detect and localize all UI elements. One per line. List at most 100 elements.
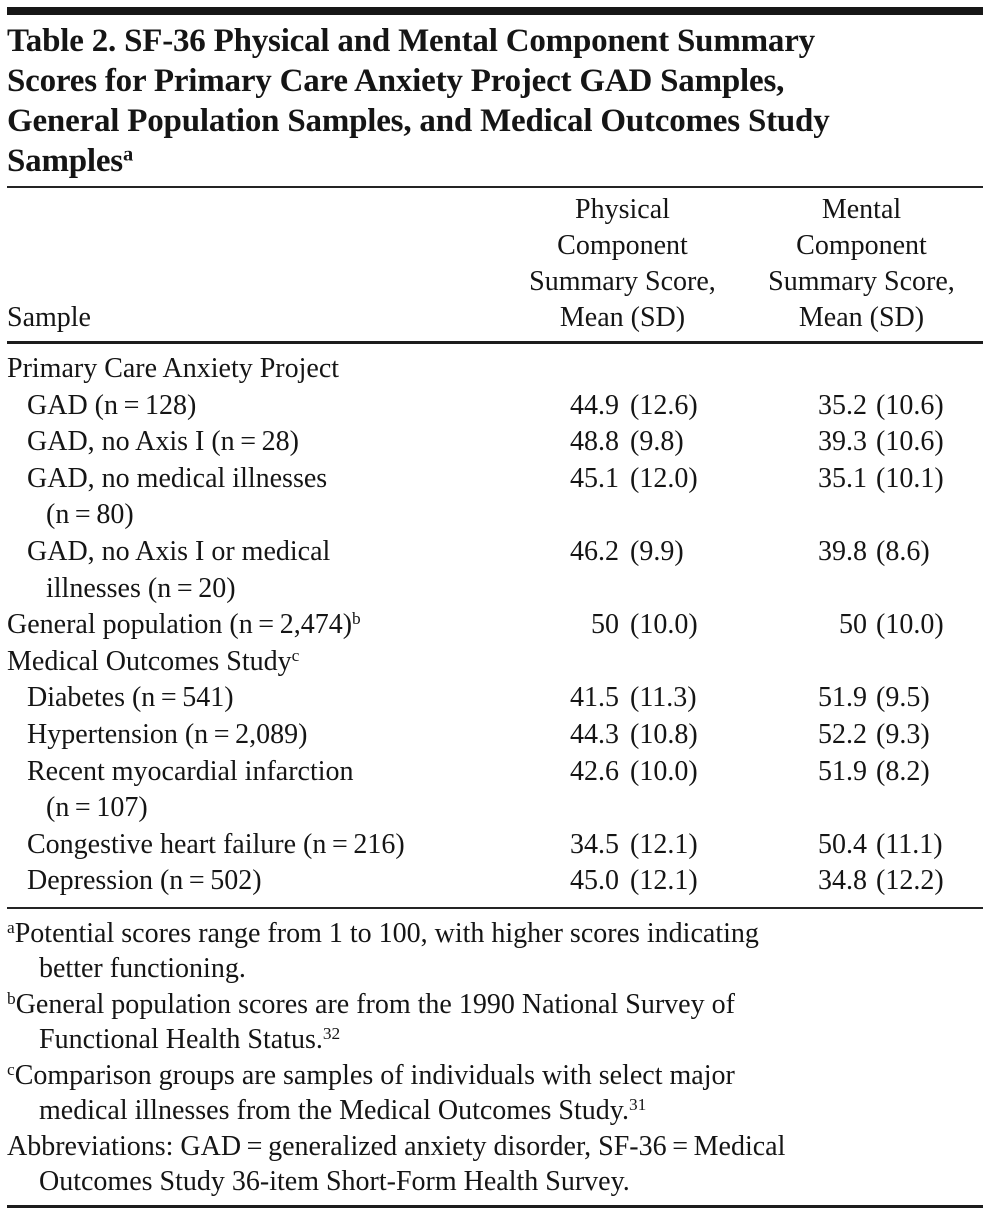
- footnote-text: Potential scores range from 1 to 100, wi…: [14, 917, 759, 949]
- mental-mean: 50.4: [818, 828, 867, 860]
- row-label: Medical Outcomes Study: [7, 645, 292, 677]
- header-physical-line-2: Component: [557, 230, 688, 261]
- footnote-text: medical illnesses from the Medical Outco…: [39, 1095, 629, 1127]
- table-row-gad-no-axis1: GAD, no Axis I (n = 28) 48.8 (9.8) 39.3 (1…: [7, 424, 983, 461]
- header-mental-line-1: Mental: [821, 194, 902, 225]
- header-mental-component: Mental Component Summary Score, Mean (SD…: [740, 192, 983, 336]
- physical-sd: (12.6): [630, 389, 698, 421]
- physical-mean: 48.8: [570, 426, 619, 458]
- table-row-depression: Depression (n = 502) 45.0 (12.1) 34.8 (12.…: [7, 863, 983, 900]
- physical-sd: (10.0): [630, 609, 698, 641]
- footnote-marker: c: [7, 1059, 15, 1079]
- bottom-rule: [7, 1204, 983, 1208]
- mental-sd: (10.6): [876, 426, 944, 458]
- row-label: Primary Care Anxiety Project: [7, 353, 340, 384]
- physical-mean: 45.1: [570, 462, 619, 494]
- table-row-general-population: General population (n = 2,474)b 50 (10.0)…: [7, 607, 983, 644]
- footnote-text: better functioning.: [39, 953, 246, 985]
- physical-sd: (9.8): [630, 426, 684, 458]
- mental-mean: 51.9: [818, 682, 867, 714]
- title-footnote-marker: a: [122, 143, 133, 166]
- row-label: Congestive heart failure (n = 216): [27, 828, 405, 860]
- table-row-gad: GAD (n = 128) 44.9 (12.6) 35.2 (10.6): [7, 388, 983, 425]
- table-row-diabetes: Diabetes (n = 541) 41.5 (11.3) 51.9 (9.5): [7, 680, 983, 717]
- mental-sd: (8.2): [876, 755, 930, 787]
- physical-mean: 46.2: [570, 535, 619, 567]
- mental-mean: 34.8: [818, 865, 867, 897]
- header-divider-rule: [7, 341, 983, 344]
- physical-mean: 42.6: [570, 755, 619, 787]
- footnote-b: bGeneral population scores are from the …: [7, 987, 983, 1058]
- row-label: Recent myocardial infarction: [27, 755, 354, 787]
- physical-mean: 44.9: [570, 389, 619, 421]
- table-row-group-pcap: Primary Care Anxiety Project: [7, 351, 983, 388]
- physical-mean: 50: [591, 609, 619, 641]
- footnote-a: aPotential scores range from 1 to 100, w…: [7, 916, 983, 987]
- row-label: Diabetes (n = 541): [27, 682, 234, 714]
- mental-sd: (9.5): [876, 682, 930, 714]
- paper-table-page: Table 2. SF-36 Physical and Mental Compo…: [0, 7, 990, 1225]
- footnote-text: Outcomes Study 36-item Short-Form Health…: [39, 1166, 630, 1198]
- mental-mean: 51.9: [818, 755, 867, 787]
- footnote-text: Comparison groups are samples of individ…: [14, 1059, 735, 1091]
- physical-sd: (10.8): [630, 718, 698, 750]
- body-divider-rule: [7, 906, 983, 909]
- mental-mean: 35.1: [818, 462, 867, 494]
- header-physical-line-4: Mean (SD): [559, 302, 686, 333]
- physical-sd: (10.0): [630, 755, 698, 787]
- mental-sd: (11.1): [876, 828, 943, 860]
- physical-mean: 44.3: [570, 718, 619, 750]
- table-row-recent-mi: Recent myocardial infarction (n = 107) 4…: [7, 754, 983, 827]
- footnote-marker: a: [7, 917, 15, 937]
- row-label-continuation: (n = 80): [46, 499, 134, 531]
- physical-sd: (12.0): [630, 462, 698, 494]
- row-label: GAD, no Axis I (n = 28): [27, 426, 299, 458]
- mental-sd: (8.6): [876, 535, 930, 567]
- physical-mean: 45.0: [570, 865, 619, 897]
- mental-sd: (9.3): [876, 718, 930, 750]
- header-sample: Sample: [7, 302, 91, 333]
- title-line-4-text: Samples: [7, 143, 123, 179]
- mental-mean: 39.8: [818, 535, 867, 567]
- physical-mean: 34.5: [570, 828, 619, 860]
- footnote-reference: 32: [322, 1024, 341, 1044]
- footnote-c: cComparison groups are samples of indivi…: [7, 1058, 983, 1129]
- title-line-3: General Population Samples, and Medical …: [7, 103, 830, 139]
- row-label-continuation: (n = 107): [46, 792, 148, 824]
- mental-mean: 39.3: [818, 426, 867, 458]
- physical-sd: (12.1): [630, 865, 698, 897]
- footnote-text: General population scores are from the 1…: [15, 988, 735, 1020]
- mental-sd: (10.1): [876, 462, 944, 494]
- mental-sd: (12.2): [876, 865, 944, 897]
- title-line-1: Table 2. SF-36 Physical and Mental Compo…: [7, 23, 815, 59]
- footnote-abbreviations: Abbreviations: GAD = generalized anxiety…: [7, 1129, 983, 1200]
- footnote-reference: 31: [628, 1095, 647, 1115]
- footnote-text: Functional Health Status.: [39, 1024, 323, 1056]
- footnote-marker: b: [7, 988, 16, 1008]
- header-physical-line-1: Physical: [575, 194, 670, 225]
- physical-sd: (11.3): [630, 682, 697, 714]
- table-header: Sample Physical Component Summary Score,…: [7, 188, 983, 341]
- row-footnote-marker: c: [291, 645, 300, 665]
- table-row-gad-no-medical: GAD, no medical illnesses (n = 80) 45.1 (…: [7, 461, 983, 534]
- mental-mean: 35.2: [818, 389, 867, 421]
- footnotes: aPotential scores range from 1 to 100, w…: [7, 909, 983, 1205]
- row-label-continuation: illnesses (n = 20): [46, 572, 236, 604]
- mental-sd: (10.0): [876, 609, 944, 641]
- row-label: General population (n = 2,474): [7, 609, 353, 641]
- row-label: GAD, no Axis I or medical: [27, 535, 331, 567]
- title-line-2: Scores for Primary Care Anxiety Project …: [7, 63, 785, 99]
- header-physical-line-3: Summary Score,: [529, 266, 716, 297]
- table-row-group-mos: Medical Outcomes Studyc: [7, 644, 983, 681]
- top-rule: [7, 7, 983, 15]
- header-mental-line-3: Summary Score,: [768, 266, 955, 297]
- physical-sd: (9.9): [630, 535, 684, 567]
- table-row-gad-no-axis1-medical: GAD, no Axis I or medical illnesses (n =…: [7, 534, 983, 607]
- mental-sd: (10.6): [876, 389, 944, 421]
- physical-mean: 41.5: [570, 682, 619, 714]
- header-mental-line-4: Mean (SD): [798, 302, 925, 333]
- title-line-4: Samplesa: [7, 141, 983, 181]
- row-label: GAD (n = 128): [27, 389, 197, 421]
- table-title: Table 2. SF-36 Physical and Mental Compo…: [7, 21, 983, 186]
- title-divider-rule: [7, 186, 983, 188]
